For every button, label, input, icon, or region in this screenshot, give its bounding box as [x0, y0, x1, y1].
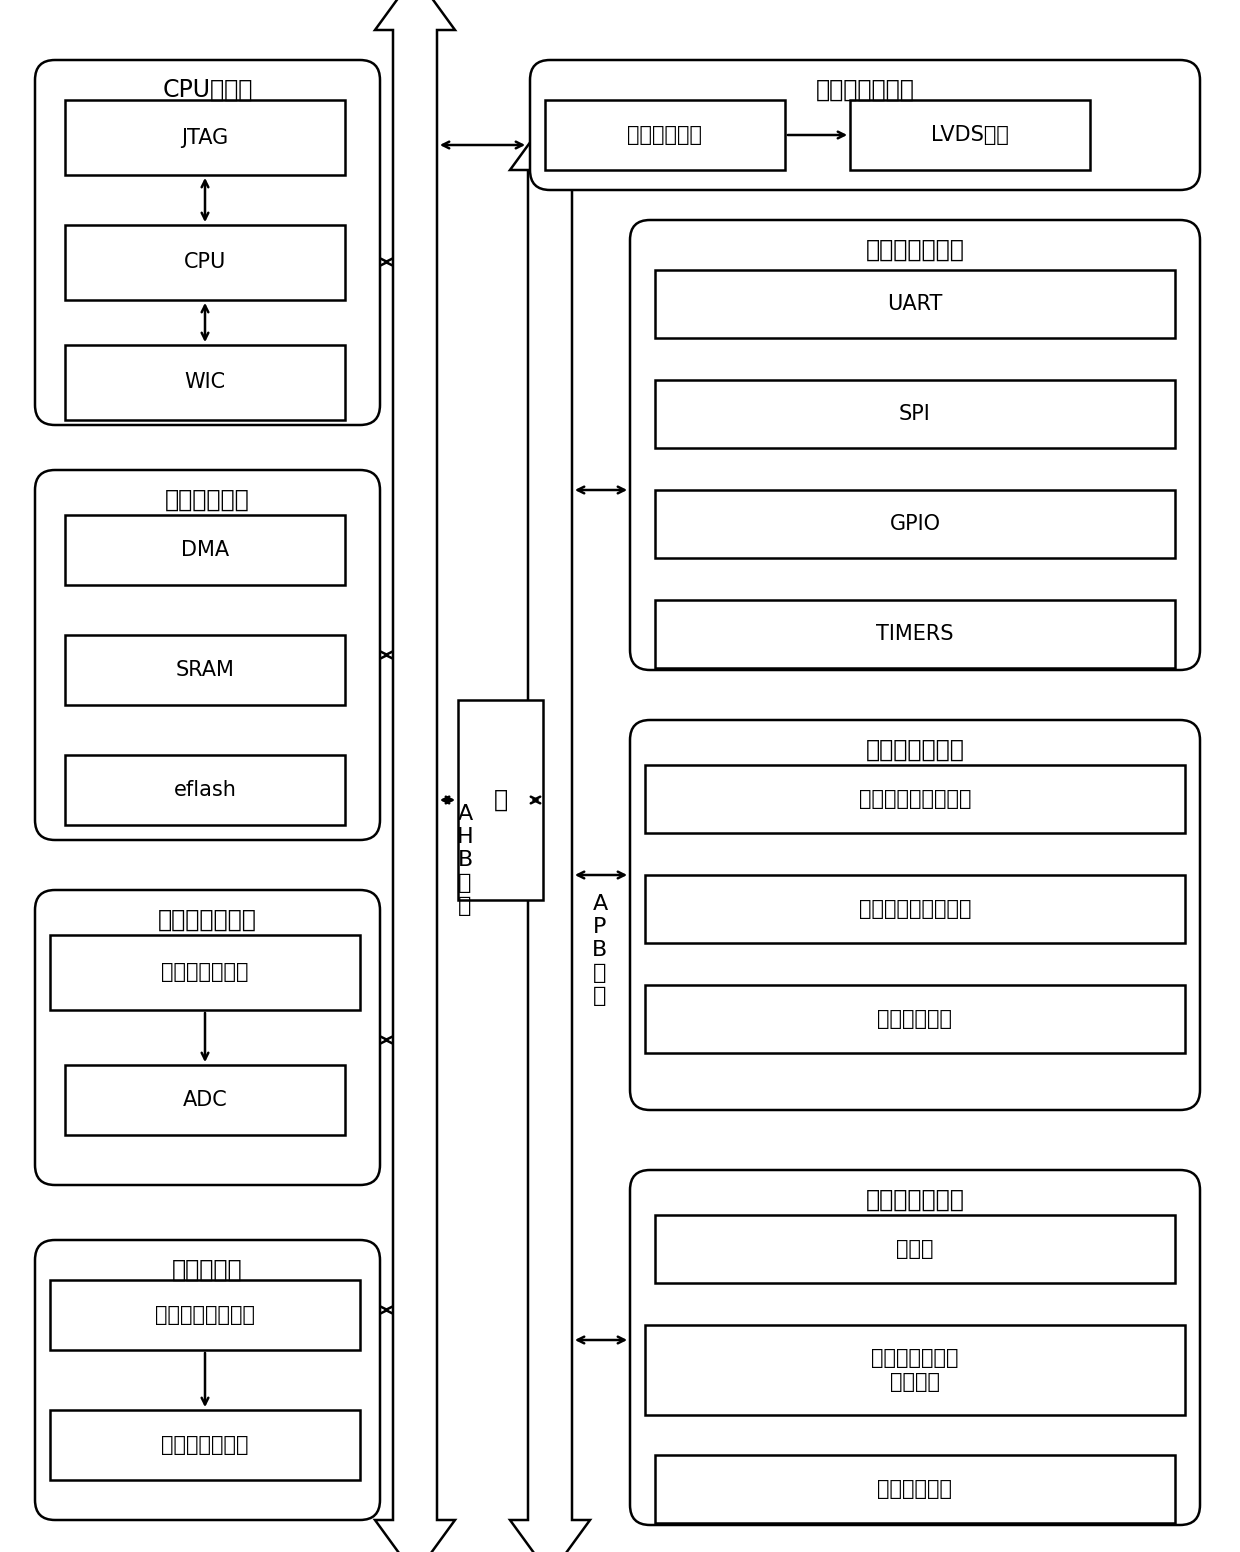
Text: 上电复位单元: 上电复位单元: [878, 1479, 952, 1499]
Text: 探测器时序产生单元: 探测器时序产生单元: [859, 899, 971, 919]
Text: 数据输出子系统: 数据输出子系统: [816, 78, 914, 102]
Bar: [655, 380, 1176, 449]
Text: UART: UART: [888, 293, 942, 314]
Bar: [64, 345, 345, 421]
FancyBboxPatch shape: [35, 61, 379, 425]
Bar: [645, 986, 1185, 1052]
Text: A
P
B
总
线: A P B 总 线: [593, 894, 608, 1006]
Bar: [546, 99, 785, 171]
FancyBboxPatch shape: [35, 1240, 379, 1519]
Polygon shape: [510, 115, 590, 1552]
FancyBboxPatch shape: [529, 61, 1200, 189]
Bar: [64, 635, 345, 705]
Bar: [50, 934, 360, 1010]
Text: 桥: 桥: [494, 788, 507, 812]
FancyBboxPatch shape: [630, 1170, 1200, 1526]
Text: 时钟及复位信号
整形单元: 时钟及复位信号 整形单元: [872, 1349, 959, 1392]
Polygon shape: [374, 0, 455, 1552]
Bar: [849, 99, 1090, 171]
FancyBboxPatch shape: [630, 720, 1200, 1110]
Text: 低噪声偏置电压单元: 低噪声偏置电压单元: [859, 788, 971, 809]
Text: 并串转接单元: 并串转接单元: [627, 126, 703, 144]
Bar: [645, 875, 1185, 944]
Text: DMA: DMA: [181, 540, 229, 560]
Bar: [645, 765, 1185, 833]
Text: 锁相环: 锁相环: [897, 1238, 934, 1259]
Bar: [64, 754, 345, 826]
Text: A
H
B
总
线: A H B 总 线: [456, 804, 474, 916]
Text: 时钟复位子系统: 时钟复位子系统: [866, 1187, 965, 1212]
Text: 自动增益控制单元: 自动增益控制单元: [155, 1305, 255, 1325]
Text: 存储器子系统: 存储器子系统: [165, 487, 250, 512]
Text: JTAG: JTAG: [181, 127, 228, 147]
Bar: [64, 515, 345, 585]
Text: WIC: WIC: [185, 372, 226, 393]
Bar: [655, 1215, 1176, 1284]
Text: CPU: CPU: [184, 253, 226, 273]
Text: CPU子系统: CPU子系统: [162, 78, 253, 102]
Bar: [50, 1411, 360, 1481]
Text: LVDS接口: LVDS接口: [931, 126, 1009, 144]
Bar: [64, 1065, 345, 1135]
Text: 输入采样子系统: 输入采样子系统: [157, 908, 257, 933]
Text: ADC: ADC: [182, 1090, 227, 1110]
Text: 控制输出子系统: 控制输出子系统: [866, 739, 965, 762]
Bar: [458, 700, 543, 900]
Text: SPI: SPI: [899, 404, 931, 424]
Bar: [655, 601, 1176, 667]
Bar: [64, 225, 345, 300]
Bar: [645, 1325, 1185, 1415]
Text: 算法子系统: 算法子系统: [172, 1259, 243, 1282]
Text: SRAM: SRAM: [176, 660, 234, 680]
FancyBboxPatch shape: [35, 889, 379, 1186]
FancyBboxPatch shape: [35, 470, 379, 840]
FancyBboxPatch shape: [630, 220, 1200, 670]
Text: 通用外设子系统: 通用外设子系统: [866, 237, 965, 262]
Text: 图像预处理单元: 图像预处理单元: [161, 1436, 249, 1456]
Text: eflash: eflash: [174, 781, 237, 799]
Text: 温度检测单元: 温度检测单元: [878, 1009, 952, 1029]
Text: GPIO: GPIO: [889, 514, 940, 534]
Bar: [655, 1456, 1176, 1523]
Bar: [64, 99, 345, 175]
Bar: [655, 490, 1176, 559]
Text: 可变增益放大器: 可变增益放大器: [161, 962, 249, 982]
Bar: [50, 1280, 360, 1350]
Text: TIMERS: TIMERS: [877, 624, 954, 644]
Bar: [655, 270, 1176, 338]
